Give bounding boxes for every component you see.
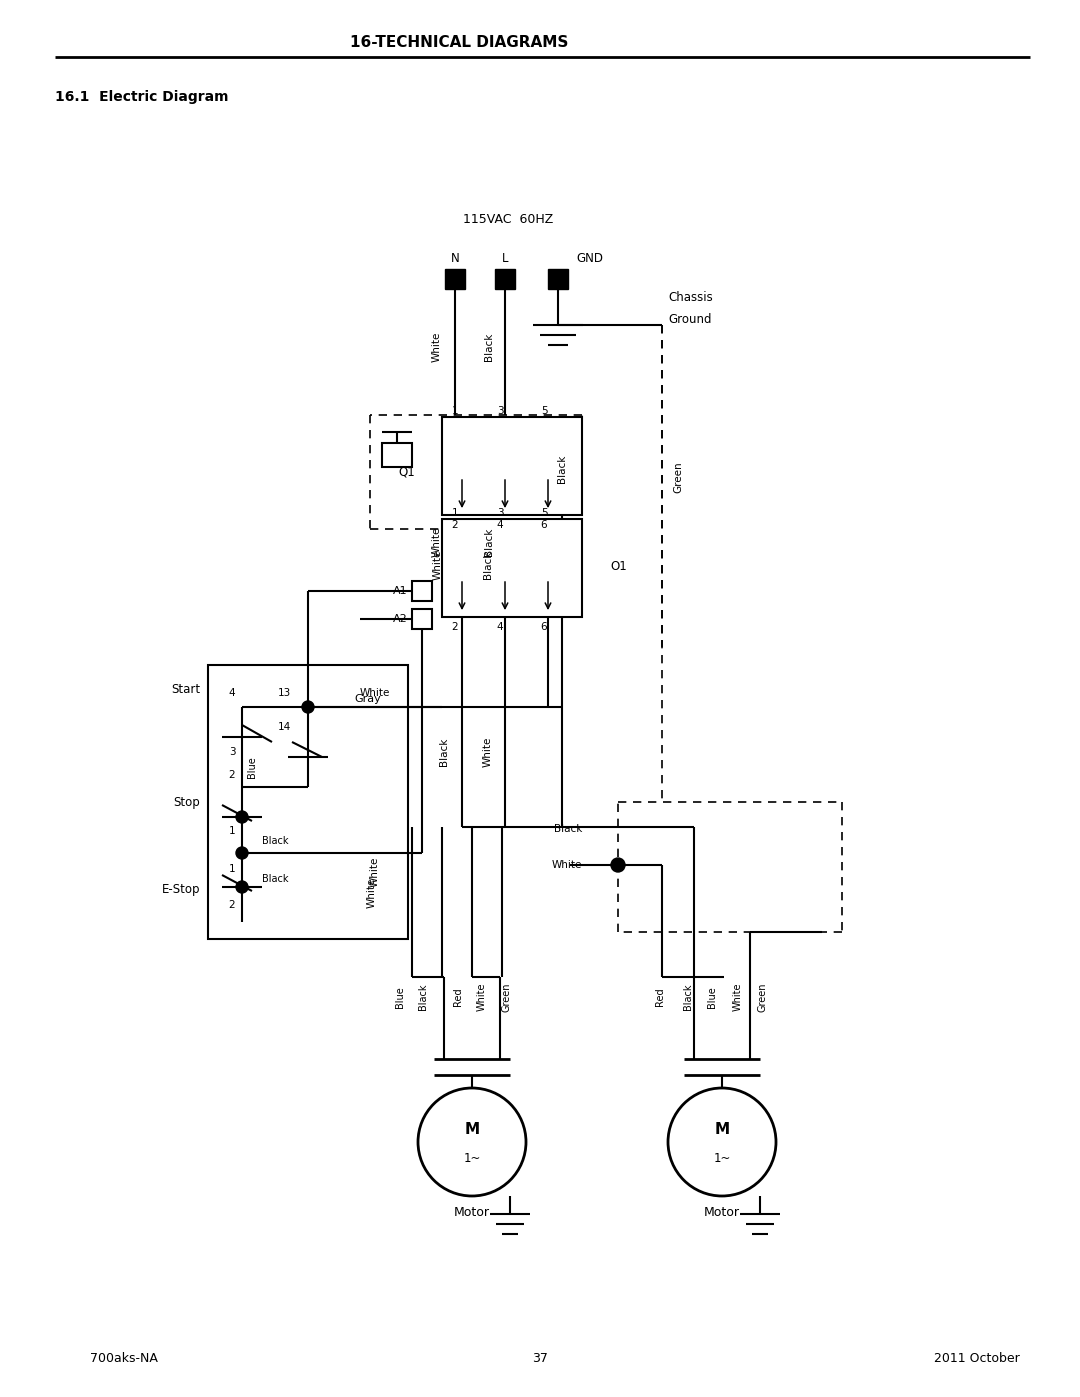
Text: Black: Black xyxy=(438,738,449,766)
Text: White: White xyxy=(370,856,380,887)
Text: Motor: Motor xyxy=(454,1206,490,1218)
Bar xyxy=(495,270,515,289)
Bar xyxy=(208,665,408,939)
Text: Chassis: Chassis xyxy=(669,291,713,303)
Text: 3: 3 xyxy=(497,509,503,518)
Text: Blue: Blue xyxy=(395,986,405,1007)
Circle shape xyxy=(611,858,625,872)
Bar xyxy=(445,270,465,289)
Text: Black: Black xyxy=(484,528,494,556)
Text: Blue: Blue xyxy=(247,756,257,778)
Text: 1~: 1~ xyxy=(463,1153,481,1165)
Text: O1: O1 xyxy=(610,560,626,574)
Bar xyxy=(442,520,582,617)
Text: 115VAC  60HZ: 115VAC 60HZ xyxy=(463,212,553,225)
Text: Gray: Gray xyxy=(354,694,381,704)
Bar xyxy=(382,443,411,467)
Text: N: N xyxy=(450,253,459,265)
Text: E-Stop: E-Stop xyxy=(162,883,200,895)
Text: Green: Green xyxy=(757,982,767,1011)
Text: Black: Black xyxy=(484,332,494,362)
Text: Red: Red xyxy=(453,988,463,1006)
Text: 6: 6 xyxy=(541,622,548,631)
Text: White: White xyxy=(433,550,443,580)
Text: Black: Black xyxy=(683,983,693,1010)
Text: 1: 1 xyxy=(229,863,235,875)
Text: Black: Black xyxy=(262,835,288,847)
Text: White: White xyxy=(552,861,582,870)
Text: 2: 2 xyxy=(451,520,458,529)
Text: 2: 2 xyxy=(451,622,458,631)
Circle shape xyxy=(302,701,314,712)
Text: White: White xyxy=(477,982,487,1011)
Text: 2: 2 xyxy=(229,770,235,780)
Text: White: White xyxy=(432,332,442,362)
Text: Blue: Blue xyxy=(707,986,717,1007)
Text: 3: 3 xyxy=(497,407,503,416)
Text: Motor: Motor xyxy=(704,1206,740,1218)
Text: 2: 2 xyxy=(229,900,235,909)
Text: Green: Green xyxy=(673,461,683,493)
Text: Q1: Q1 xyxy=(399,465,415,479)
Circle shape xyxy=(418,1088,526,1196)
Text: White: White xyxy=(367,877,377,908)
Text: GND: GND xyxy=(576,253,603,265)
Text: White: White xyxy=(733,982,743,1011)
Text: Start: Start xyxy=(171,683,200,696)
Circle shape xyxy=(237,812,248,823)
Text: 14: 14 xyxy=(278,722,292,732)
Text: Black: Black xyxy=(557,455,567,483)
Bar xyxy=(411,581,432,601)
Text: 37: 37 xyxy=(532,1352,548,1365)
Circle shape xyxy=(237,847,248,859)
Text: A1: A1 xyxy=(393,585,408,597)
Text: 4: 4 xyxy=(229,687,235,698)
Text: 1: 1 xyxy=(451,509,458,518)
Text: 4: 4 xyxy=(497,622,503,631)
Text: Stop: Stop xyxy=(173,795,200,809)
Text: Black: Black xyxy=(418,983,428,1010)
Text: 700aks-NA: 700aks-NA xyxy=(90,1352,158,1365)
Text: 13: 13 xyxy=(278,687,292,698)
Text: Green: Green xyxy=(502,982,512,1011)
Text: 5: 5 xyxy=(541,509,548,518)
Text: 1: 1 xyxy=(451,407,458,416)
Text: L: L xyxy=(502,253,509,265)
Text: M: M xyxy=(715,1123,730,1137)
Bar xyxy=(411,609,432,629)
Bar xyxy=(442,416,582,515)
Text: 2011 October: 2011 October xyxy=(934,1352,1020,1365)
Bar xyxy=(548,270,568,289)
Text: 3: 3 xyxy=(229,747,235,757)
Text: Black: Black xyxy=(554,824,582,834)
Text: 6: 6 xyxy=(541,520,548,529)
Text: Black: Black xyxy=(483,550,492,580)
Circle shape xyxy=(669,1088,777,1196)
Text: White: White xyxy=(483,736,492,767)
Text: White: White xyxy=(360,687,390,698)
Text: Black: Black xyxy=(262,875,288,884)
Text: 16-TECHNICAL DIAGRAMS: 16-TECHNICAL DIAGRAMS xyxy=(350,35,568,49)
Text: 16.1  Electric Diagram: 16.1 Electric Diagram xyxy=(55,89,229,103)
Text: 1~: 1~ xyxy=(713,1153,731,1165)
Text: Ground: Ground xyxy=(669,313,712,326)
Text: White: White xyxy=(432,527,442,557)
Text: 1: 1 xyxy=(229,826,235,835)
Text: M: M xyxy=(464,1123,480,1137)
Circle shape xyxy=(237,882,248,893)
Text: 5: 5 xyxy=(541,407,548,416)
Text: A2: A2 xyxy=(393,615,408,624)
Text: Red: Red xyxy=(654,988,665,1006)
Text: 4: 4 xyxy=(497,520,503,529)
